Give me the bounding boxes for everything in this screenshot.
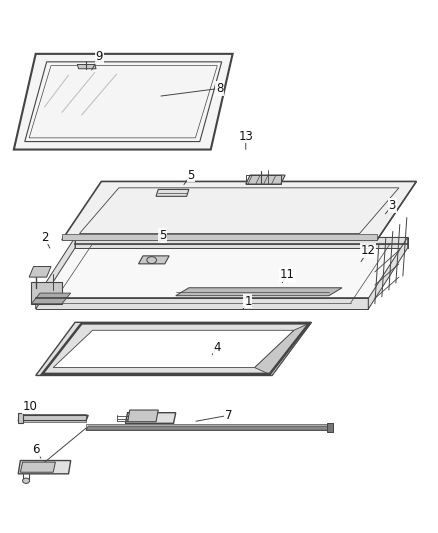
Text: 12: 12	[360, 244, 375, 257]
Ellipse shape	[147, 257, 156, 264]
Text: 9: 9	[95, 50, 102, 63]
Text: 6: 6	[32, 443, 39, 456]
Text: 7: 7	[224, 409, 231, 422]
Polygon shape	[35, 298, 367, 309]
Text: 11: 11	[279, 268, 294, 281]
Polygon shape	[31, 293, 71, 304]
Text: 4: 4	[213, 341, 221, 354]
Polygon shape	[62, 233, 376, 240]
Polygon shape	[367, 237, 407, 309]
Polygon shape	[326, 423, 332, 432]
Polygon shape	[18, 413, 22, 423]
Polygon shape	[29, 266, 51, 277]
Text: 2: 2	[41, 231, 48, 244]
Polygon shape	[53, 330, 293, 368]
Polygon shape	[18, 415, 88, 421]
Polygon shape	[35, 237, 407, 309]
Text: 1: 1	[244, 295, 251, 308]
Text: 3: 3	[388, 199, 395, 212]
Polygon shape	[20, 462, 55, 472]
Polygon shape	[86, 426, 330, 430]
Polygon shape	[77, 64, 96, 69]
Polygon shape	[245, 175, 285, 184]
Polygon shape	[31, 282, 62, 304]
Polygon shape	[254, 322, 311, 375]
Polygon shape	[125, 413, 175, 423]
Polygon shape	[35, 237, 75, 309]
Polygon shape	[155, 189, 188, 196]
Polygon shape	[75, 237, 407, 248]
Polygon shape	[175, 288, 341, 296]
Text: 5: 5	[187, 168, 194, 182]
Polygon shape	[376, 181, 416, 240]
Ellipse shape	[22, 478, 29, 483]
Text: 5: 5	[159, 229, 166, 242]
Polygon shape	[14, 54, 232, 150]
Polygon shape	[62, 181, 416, 240]
Text: 8: 8	[215, 82, 223, 95]
Polygon shape	[18, 461, 71, 474]
Polygon shape	[127, 410, 158, 422]
Text: 10: 10	[23, 400, 38, 413]
Polygon shape	[138, 256, 169, 264]
Polygon shape	[35, 322, 311, 375]
Text: 13: 13	[238, 130, 253, 143]
